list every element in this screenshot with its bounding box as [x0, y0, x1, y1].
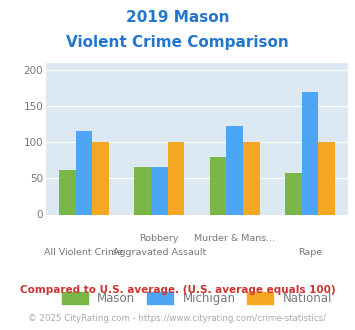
Text: Robbery: Robbery	[140, 234, 179, 243]
Bar	[59, 170, 76, 214]
Text: Compared to U.S. average. (U.S. average equals 100): Compared to U.S. average. (U.S. average …	[20, 285, 335, 295]
Legend: Mason, Michigan, National: Mason, Michigan, National	[57, 287, 337, 310]
Text: 2019 Mason: 2019 Mason	[126, 10, 229, 25]
Bar	[135, 167, 151, 214]
Text: All Violent Crime: All Violent Crime	[44, 248, 124, 257]
Bar	[302, 92, 318, 214]
Text: Rape: Rape	[298, 248, 322, 257]
Bar	[285, 173, 302, 214]
Text: Violent Crime Comparison: Violent Crime Comparison	[66, 35, 289, 50]
Bar	[92, 142, 109, 214]
Bar	[76, 131, 92, 214]
Bar	[168, 142, 184, 214]
Bar	[210, 157, 226, 214]
Bar	[151, 167, 168, 214]
Bar	[226, 126, 243, 214]
Bar	[243, 142, 260, 214]
Bar	[318, 142, 335, 214]
Text: Murder & Mans...: Murder & Mans...	[194, 234, 275, 243]
Text: © 2025 CityRating.com - https://www.cityrating.com/crime-statistics/: © 2025 CityRating.com - https://www.city…	[28, 314, 327, 323]
Text: Aggravated Assault: Aggravated Assault	[113, 248, 206, 257]
